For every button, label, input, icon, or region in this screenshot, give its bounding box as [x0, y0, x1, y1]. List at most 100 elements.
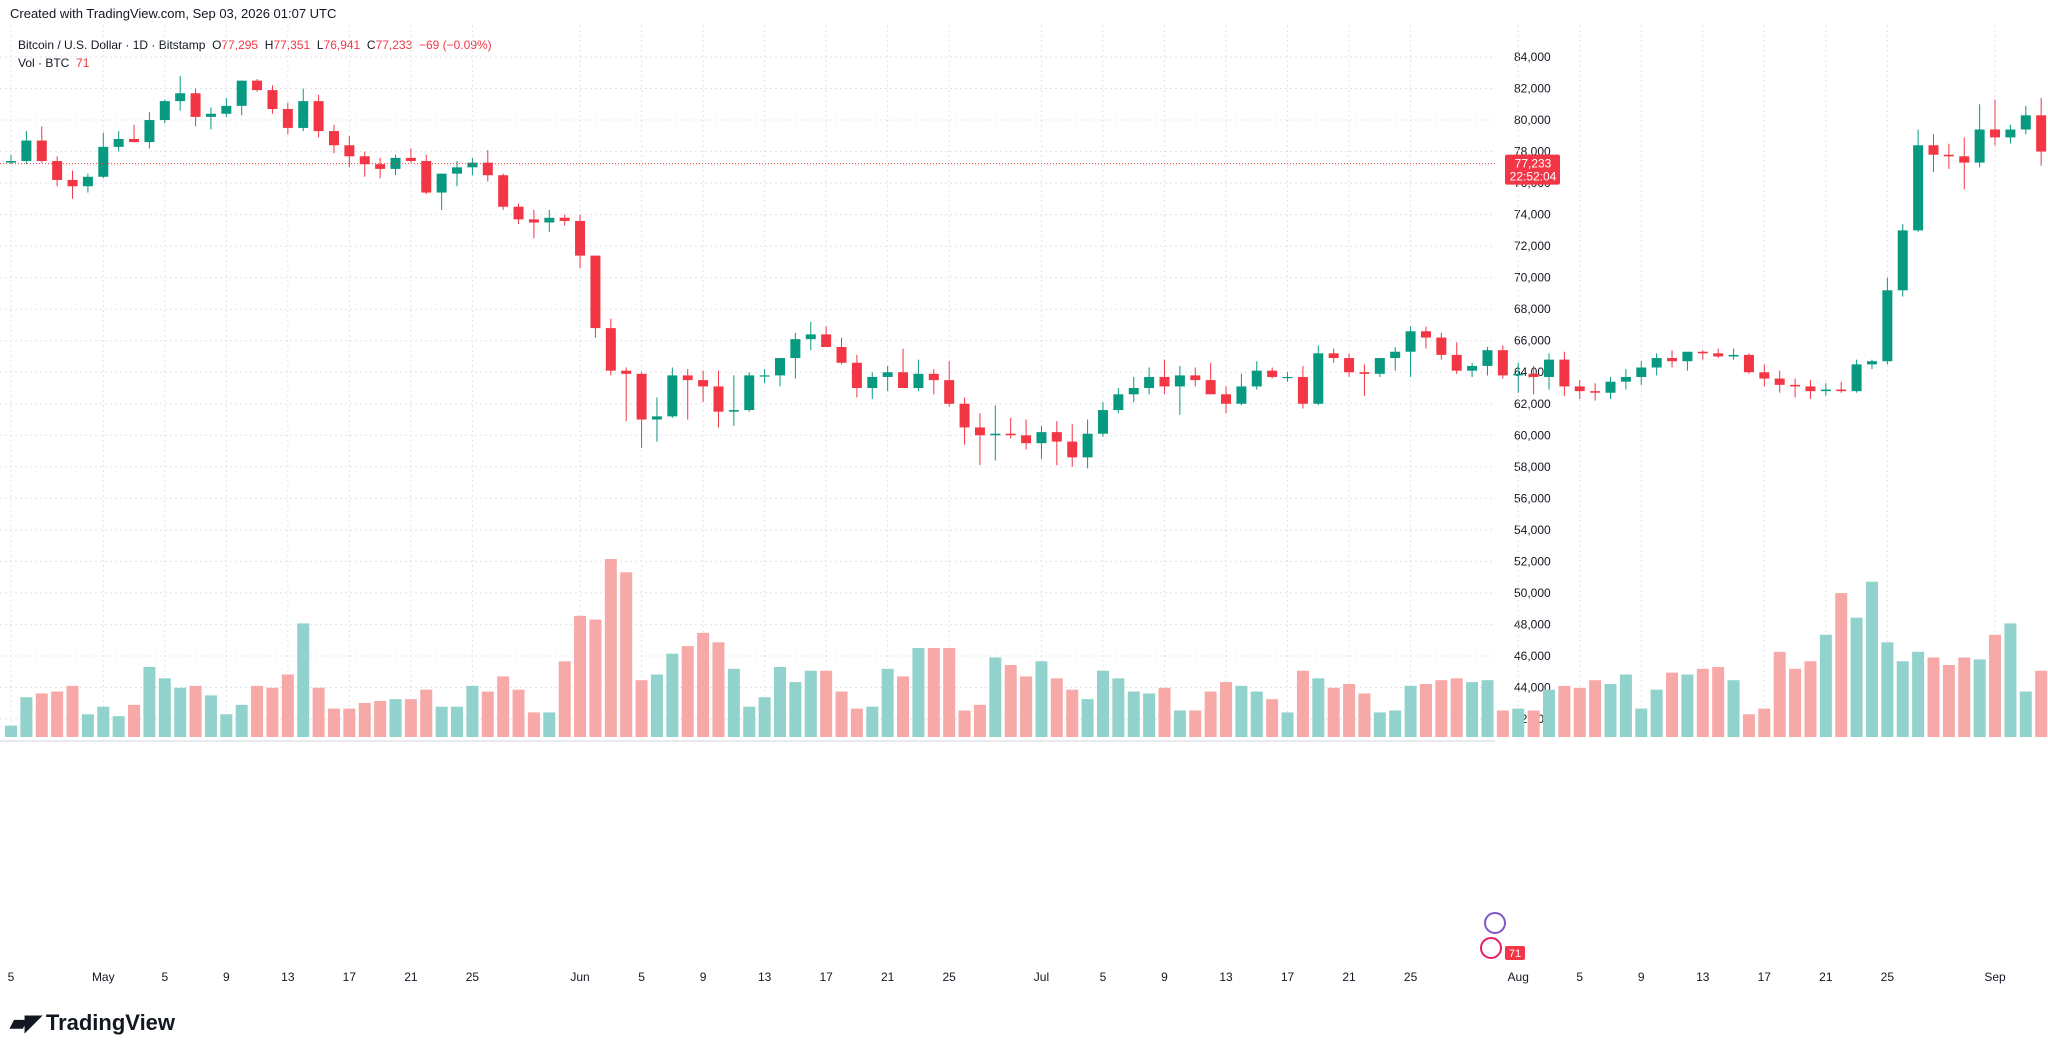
- volume-bar: [1312, 678, 1325, 737]
- volume-bar: [1358, 693, 1371, 737]
- candle-body: [375, 164, 386, 169]
- y-tick-label: 44,000: [1514, 680, 1551, 694]
- volume-bar: [281, 674, 294, 737]
- candle-body: [1943, 154, 1954, 157]
- volume-bar: [1958, 657, 1971, 737]
- candle-body: [1282, 376, 1293, 379]
- y-tick-label: 58,000: [1514, 460, 1551, 474]
- candle-body: [1482, 350, 1493, 366]
- volume-bar: [374, 701, 387, 737]
- lightning-icon[interactable]: [1484, 912, 1506, 934]
- y-tick-label: 68,000: [1514, 302, 1551, 316]
- x-tick-label: 21: [881, 970, 895, 984]
- volume-bar: [1896, 661, 1909, 737]
- created-with-header: Created with TradingView.com, Sep 03, 20…: [10, 6, 337, 21]
- volume-bar: [927, 648, 940, 737]
- x-tick-label: 17: [1758, 970, 1772, 984]
- candle-body: [1021, 435, 1032, 444]
- volume-bar: [1496, 710, 1509, 737]
- volume-bar: [850, 708, 863, 737]
- volume-bar: [681, 646, 694, 737]
- volume-bar: [635, 680, 648, 737]
- volume-bar: [204, 695, 217, 737]
- candle-body: [482, 162, 493, 176]
- volume-bar: [866, 706, 879, 737]
- flag-icon[interactable]: [1480, 937, 1502, 959]
- volume-bar: [1835, 593, 1848, 737]
- volume-bar: [312, 687, 325, 737]
- volume-bar: [1020, 676, 1033, 737]
- volume-bar: [1189, 710, 1202, 737]
- ohlc-line: Bitcoin / U.S. Dollar · 1D · Bitstamp O7…: [18, 36, 492, 54]
- candle-body: [1113, 394, 1124, 411]
- candle-body: [1897, 230, 1908, 291]
- volume-bar: [97, 706, 110, 737]
- volume-bar: [743, 706, 756, 737]
- volume-bar: [774, 666, 786, 737]
- candle-body: [944, 380, 955, 404]
- candle-body: [1221, 394, 1232, 404]
- volume-bar: [1912, 651, 1925, 737]
- volume-bar: [1096, 670, 1109, 737]
- y-tick-label: 84,000: [1514, 50, 1551, 64]
- volume-bar: [1466, 682, 1479, 737]
- volume-bar: [251, 685, 264, 737]
- candle-body: [851, 362, 862, 388]
- volume-bar: [789, 682, 802, 737]
- volume-bar: [512, 689, 525, 737]
- volume-bar: [1604, 683, 1617, 737]
- x-tick-label: May: [92, 970, 115, 984]
- candle-body: [2020, 115, 2031, 130]
- candle-body: [1097, 410, 1108, 434]
- candle-body: [421, 161, 432, 193]
- volume-bar: [5, 725, 17, 737]
- volume-bar: [1773, 651, 1786, 737]
- tradingview-logo-icon: ▰◤: [10, 1010, 42, 1035]
- volume-bar: [897, 676, 910, 737]
- last-price-value: 77,233: [1515, 157, 1552, 171]
- candle-body: [1467, 365, 1478, 371]
- candle-body: [1067, 441, 1078, 458]
- x-tick-label: 5: [8, 970, 15, 984]
- candle-body: [159, 101, 170, 121]
- candle-body: [313, 101, 324, 132]
- candle-body: [1959, 156, 1970, 163]
- volume-bar: [266, 687, 279, 737]
- y-tick-label: 54,000: [1514, 523, 1551, 537]
- volume-bar: [1881, 642, 1894, 737]
- volume-bar: [435, 706, 448, 737]
- x-tick-label: 17: [819, 970, 833, 984]
- volume-bar: [1850, 617, 1863, 737]
- candle-body: [1344, 358, 1355, 373]
- high-label: H: [264, 38, 274, 52]
- candle-body: [913, 373, 924, 388]
- volume-bar: [1266, 699, 1279, 737]
- candle-body: [1774, 378, 1785, 385]
- symbol-name[interactable]: Bitcoin / U.S. Dollar · 1D · Bitstamp: [18, 38, 206, 52]
- candle-body: [1974, 129, 1985, 163]
- candle-body: [1728, 354, 1739, 357]
- volume-bar: [1804, 661, 1817, 737]
- candle-body: [1882, 290, 1893, 362]
- volume-bar: [650, 674, 663, 737]
- volume-bar: [1589, 680, 1602, 737]
- x-tick-label: 5: [638, 970, 645, 984]
- volume-value: 71: [76, 56, 90, 70]
- candle-body: [1451, 354, 1462, 371]
- volume-bar: [1989, 634, 2002, 737]
- volume-bar: [1927, 657, 1940, 737]
- volume-label[interactable]: Vol · BTC: [18, 56, 70, 70]
- candle-body: [713, 386, 724, 412]
- candle-body: [728, 410, 739, 412]
- x-tick-label: 25: [1881, 970, 1895, 984]
- candle-body: [282, 109, 293, 128]
- tradingview-brand[interactable]: ▰◤ TradingView: [10, 1010, 175, 1036]
- candle-body: [467, 162, 478, 168]
- volume-bar: [758, 697, 771, 737]
- high-value: 77,351: [273, 38, 311, 52]
- volume-bar: [1127, 691, 1140, 737]
- volume-bar: [497, 676, 510, 737]
- open-value: 77,295: [221, 38, 259, 52]
- candle-body: [1667, 358, 1678, 362]
